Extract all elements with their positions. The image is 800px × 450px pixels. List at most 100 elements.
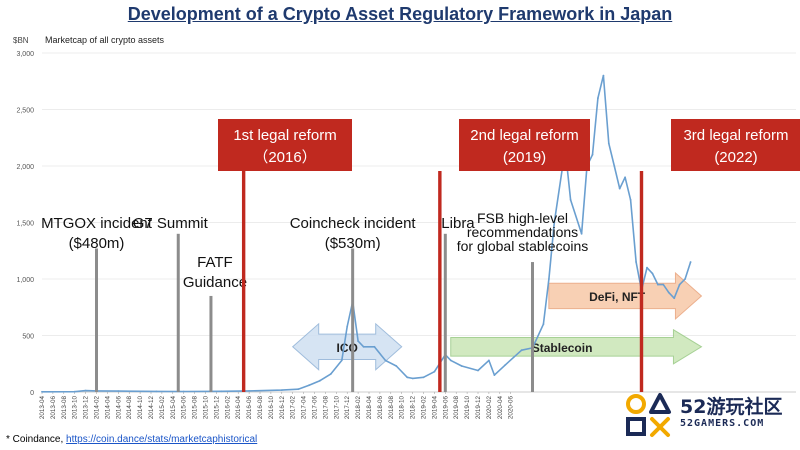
event-bar (351, 248, 355, 392)
data-point (624, 176, 626, 179)
event-label: for global stablecoins (457, 238, 589, 254)
x-tick-label: 2019-12 (475, 396, 482, 420)
x-tick-label: 2018-02 (355, 396, 362, 420)
data-point (346, 325, 349, 328)
data-point (297, 388, 300, 391)
data-point (460, 365, 463, 367)
reform-year-label: （2016） (253, 149, 316, 166)
source-link[interactable]: https://coin.dance/stats/marketcaphistor… (66, 434, 258, 445)
data-point (493, 374, 496, 376)
legal-reform-markers: 1st legal reform （2016） 2nd legal reform (2… (218, 119, 800, 392)
x-tick-label: 2016-04 (235, 396, 242, 420)
x-tick-label: 2017-06 (312, 396, 319, 420)
data-point (411, 377, 414, 380)
event-bar (443, 233, 447, 392)
x-tick-label: 2014-10 (137, 396, 144, 420)
x-tick-label: 2017-08 (322, 396, 329, 420)
data-point (602, 74, 605, 77)
y-tick-label: 3,000 (16, 51, 34, 58)
phase-arrow-label: ICO (337, 341, 358, 355)
x-tick-label: 2013-06 (50, 396, 57, 420)
data-point (395, 365, 398, 367)
reform-label: 2nd legal reform (470, 127, 578, 144)
x-tick-label: 2017-12 (344, 396, 351, 420)
event-bar (209, 295, 213, 392)
reform-box (459, 119, 590, 171)
watermark-text: 52游玩社区 (680, 396, 783, 418)
data-point (41, 390, 43, 393)
event-bar (95, 248, 98, 392)
data-point (357, 340, 359, 342)
x-tick-label: 2018-12 (410, 396, 417, 420)
x-tick-label: 2019-04 (431, 396, 438, 420)
data-point (591, 153, 594, 156)
data-point (646, 266, 648, 269)
data-point (117, 390, 120, 392)
data-point (580, 232, 583, 235)
event-label: Coincheck incident (290, 215, 417, 232)
x-tick-label: 2018-06 (377, 396, 384, 420)
data-point (449, 359, 452, 362)
data-point (340, 359, 343, 362)
data-point (569, 199, 572, 201)
data-point (308, 384, 310, 387)
series-line-layer (41, 74, 692, 393)
data-point (422, 376, 425, 379)
source-note-prefix: * Coindance, (6, 434, 67, 445)
data-point (182, 390, 185, 393)
data-point (433, 370, 436, 373)
event-label: Libra (441, 215, 475, 232)
x-tick-label: 2015-02 (159, 396, 166, 420)
series-label: Marketcap of all crypto assets (45, 35, 165, 45)
reform-label: 3rd legal reform (683, 127, 788, 144)
x-tick-label: 2020-04 (497, 396, 504, 420)
event-label: G7 Summit (133, 215, 209, 232)
x-tick-label: 2014-06 (115, 396, 122, 420)
data-point (607, 142, 610, 145)
data-point (548, 278, 550, 280)
x-tick-label: 2013-04 (39, 396, 46, 420)
x-tick-label: 2016-08 (257, 396, 264, 420)
reform-year-label: (2019) (503, 149, 546, 166)
event-label: ($480m) (69, 235, 125, 252)
event-label: Guidance (183, 274, 247, 291)
data-point (248, 390, 251, 392)
x-tick-label: 2014-04 (104, 396, 111, 420)
data-point (635, 261, 637, 263)
event-bar (531, 262, 534, 392)
data-point (553, 221, 556, 224)
reform-line (241, 171, 246, 392)
x-tick-label: 2013-08 (61, 396, 68, 420)
phase-arrows: ICO Stablecoin DeFi, NFT (291, 271, 703, 371)
data-point (84, 389, 87, 392)
data-point (597, 97, 599, 100)
watermark: 52游玩社区 52GAMERS.COM (622, 392, 800, 438)
data-point (155, 390, 158, 393)
data-point (684, 278, 686, 280)
x-tick-label: 2015-12 (213, 396, 220, 420)
x-tick-label: 2013-10 (72, 396, 79, 420)
reform-line (438, 171, 442, 392)
event-bar (176, 233, 180, 392)
x-tick-label: 2019-08 (453, 396, 460, 420)
reform-box (671, 119, 800, 171)
x-tick-label: 2015-04 (170, 396, 177, 420)
data-point (384, 359, 387, 362)
x-tick-label: 2016-02 (224, 396, 231, 420)
source-note: * Coindance, https://coin.dance/stats/ma… (6, 434, 257, 445)
page-title: Development of a Crypto Asset Regulatory… (127, 4, 673, 24)
data-point (629, 199, 632, 201)
x-tick-label: 2016-10 (268, 396, 275, 420)
x-tick-label: 2017-04 (301, 396, 308, 420)
x-tick-label: 2014-08 (126, 396, 133, 420)
data-point (488, 359, 490, 362)
event-markers: MTGOX incident ($480m) G7 Summit FATF Guidan… (41, 210, 588, 392)
x-tick-label: 2014-02 (94, 396, 101, 420)
data-point (673, 297, 676, 300)
reform-label: 1st legal reform (233, 127, 336, 144)
x-tick-label: 2017-10 (333, 396, 340, 420)
watermark-logo-icon (626, 393, 671, 437)
event-label: recommendations (467, 224, 578, 240)
y-tick-label: 1,000 (16, 277, 34, 284)
